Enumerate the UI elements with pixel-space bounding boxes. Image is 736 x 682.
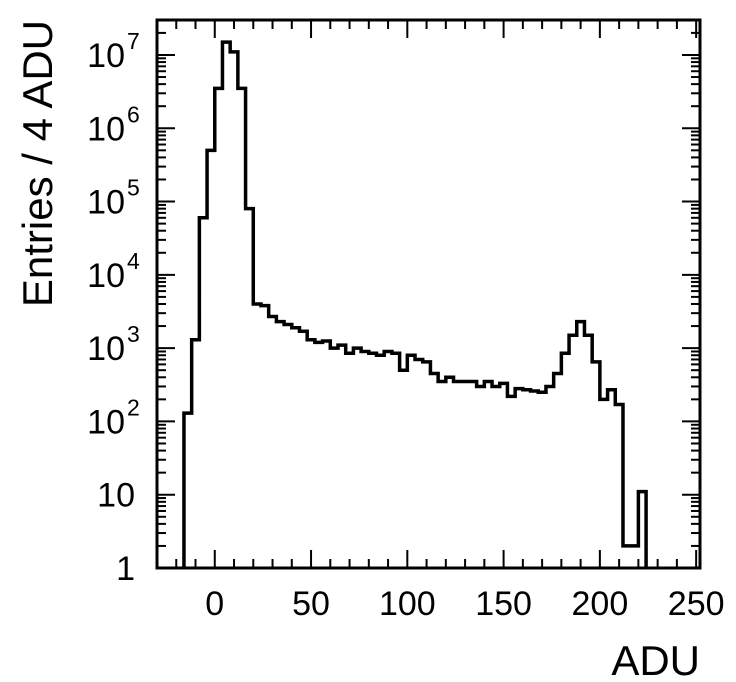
y-tick-label-base: 10 <box>97 477 135 515</box>
x-tick-label: 150 <box>475 585 532 623</box>
x-axis-title: ADU <box>611 637 700 682</box>
x-tick-label: 100 <box>379 585 436 623</box>
x-tick-labels: 0 50 100 150 200 250 <box>205 585 724 623</box>
y-tick-label-base: 10 <box>87 330 125 368</box>
y-tick-label-base: 10 <box>87 110 125 148</box>
x-tick-label: 200 <box>572 585 629 623</box>
y-tick-label-exponent: 4 <box>127 248 140 274</box>
y-tick-label-exponent: 2 <box>127 394 140 420</box>
y-tick-label: 10 6 <box>87 101 140 148</box>
y-tick-label-base: 10 <box>87 257 125 295</box>
y-tick-label: 1 <box>116 550 135 588</box>
y-tick-label: 10 3 <box>87 321 140 368</box>
y-tick-label-base: 1 <box>116 550 135 588</box>
y-tick-label: 10 <box>97 477 135 515</box>
y-tick-label: 10 7 <box>87 28 140 75</box>
y-tick-label-base: 10 <box>87 37 125 75</box>
y-tick-label-base: 10 <box>87 403 125 441</box>
y-tick-label: 10 5 <box>87 175 140 222</box>
x-tick-label: 50 <box>292 585 330 623</box>
y-tick-label-exponent: 6 <box>127 101 140 127</box>
x-tick-label: 0 <box>205 585 224 623</box>
y-axis-title: Entries / 4 ADU <box>14 20 61 307</box>
y-tick-label-base: 10 <box>87 184 125 222</box>
y-tick-label-exponent: 5 <box>127 175 140 201</box>
plot-frame <box>155 18 702 570</box>
x-tick-label: 250 <box>668 585 725 623</box>
y-tick-label: 10 2 <box>87 394 140 441</box>
y-tick-label-exponent: 7 <box>127 28 140 54</box>
histogram-series <box>182 40 648 568</box>
y-tick-label: 10 4 <box>87 248 140 295</box>
y-tick-label-exponent: 3 <box>127 321 140 347</box>
